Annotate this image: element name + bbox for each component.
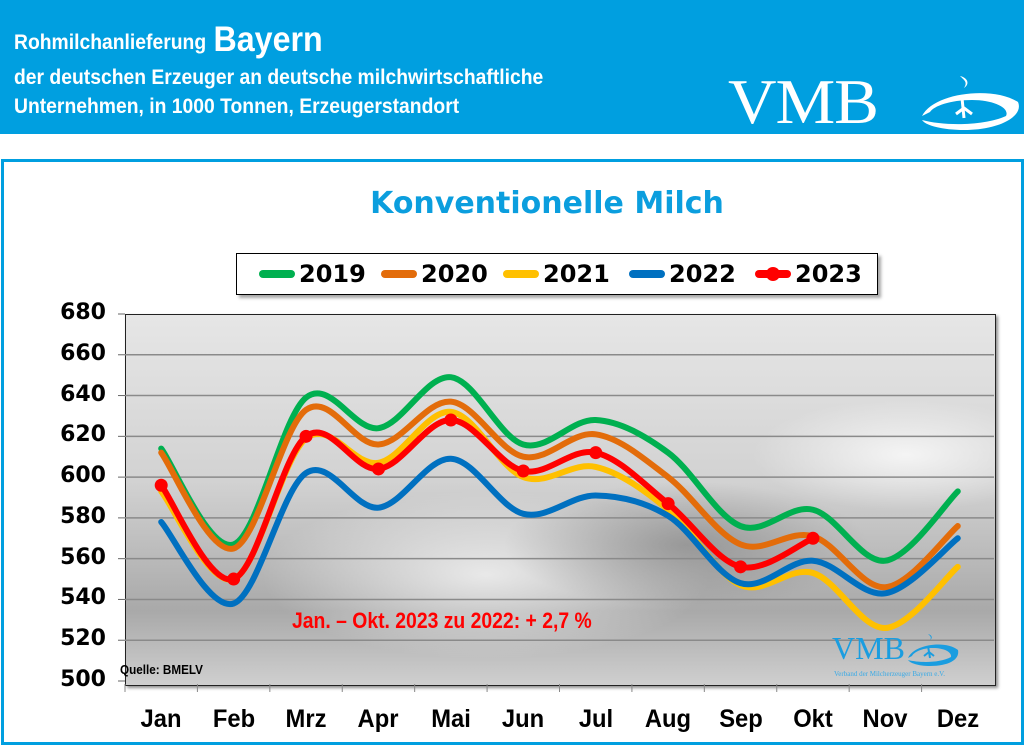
x-tick-label: Jul: [578, 705, 613, 733]
chart-annotation: Jan. – Okt. 2023 zu 2022: + 2,7 %: [292, 608, 592, 633]
data-point-2023: [227, 572, 241, 586]
x-tick-label: Okt: [793, 705, 833, 733]
data-point-2023: [154, 478, 168, 492]
legend-marker-icon: [766, 267, 780, 281]
series-line-2019: [158, 374, 961, 564]
header-subtitle-line1: der deutschen Erzeuger an deutsche milch…: [14, 66, 544, 89]
x-tick-label: Jan: [140, 705, 182, 733]
y-tick-label: 600: [60, 463, 106, 489]
small-vmb-logo: VMB Verband der Milcherzeuger Bayern e.V…: [826, 630, 966, 685]
y-tick-label: 640: [60, 381, 106, 407]
x-tick-label: Dez: [936, 705, 979, 733]
y-tick-label: 620: [60, 422, 106, 448]
data-point-2023: [299, 429, 313, 443]
legend-swatch-icon: [629, 270, 665, 278]
x-tick-label: Nov: [862, 705, 908, 733]
legend-swatch-icon: [503, 270, 539, 278]
source-label: Quelle: BMELV: [120, 662, 203, 677]
small-logo-subtitle: Verband der Milcherzeuger Bayern e.V.: [834, 670, 946, 678]
legend-item-2020: 2020: [381, 259, 488, 289]
small-logo-text: VMB: [832, 630, 905, 666]
header-title-region: Bayern: [213, 20, 323, 59]
data-point-2023: [444, 413, 458, 427]
series-line-2023: [158, 417, 816, 583]
legend-item-2023: 2023: [755, 259, 862, 289]
y-tick-label: 580: [60, 503, 106, 529]
header-title: Rohmilchanlieferung Bayern: [14, 20, 323, 60]
legend-label: 2022: [669, 260, 736, 288]
header-title-prefix: Rohmilchanlieferung: [14, 31, 207, 54]
x-tick-label: Apr: [357, 705, 399, 733]
data-point-2023: [806, 531, 820, 545]
data-point-2023: [516, 464, 530, 478]
vmb-logo-text: VMB: [728, 66, 879, 137]
y-tick-label: 660: [60, 340, 106, 366]
legend-label: 2020: [421, 260, 488, 288]
legend-swatch-icon: [755, 267, 791, 281]
legend-item-2021: 2021: [503, 259, 610, 289]
x-tick-label: Mai: [431, 705, 471, 733]
y-tick-label: 680: [60, 300, 106, 325]
small-milk-drop-icon: [908, 634, 959, 666]
legend-item-2022: 2022: [629, 259, 736, 289]
data-point-2023: [661, 497, 675, 511]
x-tick-label: Aug: [645, 705, 692, 733]
plot-area: [125, 314, 996, 686]
legend-swatch-icon: [259, 270, 295, 278]
data-point-2023: [371, 462, 385, 476]
y-tick-label: 560: [60, 544, 106, 570]
x-tick-label: Mrz: [285, 705, 327, 733]
header-banner: Rohmilchanlieferung Bayern der deutschen …: [0, 0, 1024, 136]
chart-legend: 2019 2020 2021 2022 2023: [236, 253, 878, 295]
header-subtitle-line2: Unternehmen, in 1000 Tonnen, Erzeugersta…: [14, 95, 460, 118]
data-point-2023: [589, 446, 603, 460]
series-line-2020: [158, 398, 961, 591]
chart-title: Konventionelle Milch: [370, 186, 724, 221]
legend-item-2019: 2019: [259, 259, 366, 289]
legend-swatch-icon: [381, 270, 417, 278]
x-tick-label: Sep: [718, 705, 763, 733]
y-tick-label: 520: [60, 626, 106, 652]
vmb-logo: VMB: [728, 68, 1024, 136]
x-tick-label: Feb: [212, 705, 255, 733]
y-tick-label: 500: [60, 667, 106, 692]
y-tick-label: 540: [60, 585, 106, 611]
series-line-2022: [158, 455, 961, 607]
legend-label: 2021: [543, 260, 610, 288]
legend-label: 2019: [299, 260, 366, 288]
milk-drop-logo-icon: [922, 76, 1019, 130]
data-point-2023: [734, 560, 748, 574]
x-tick-label: Jun: [502, 705, 545, 733]
legend-label: 2023: [795, 260, 862, 288]
